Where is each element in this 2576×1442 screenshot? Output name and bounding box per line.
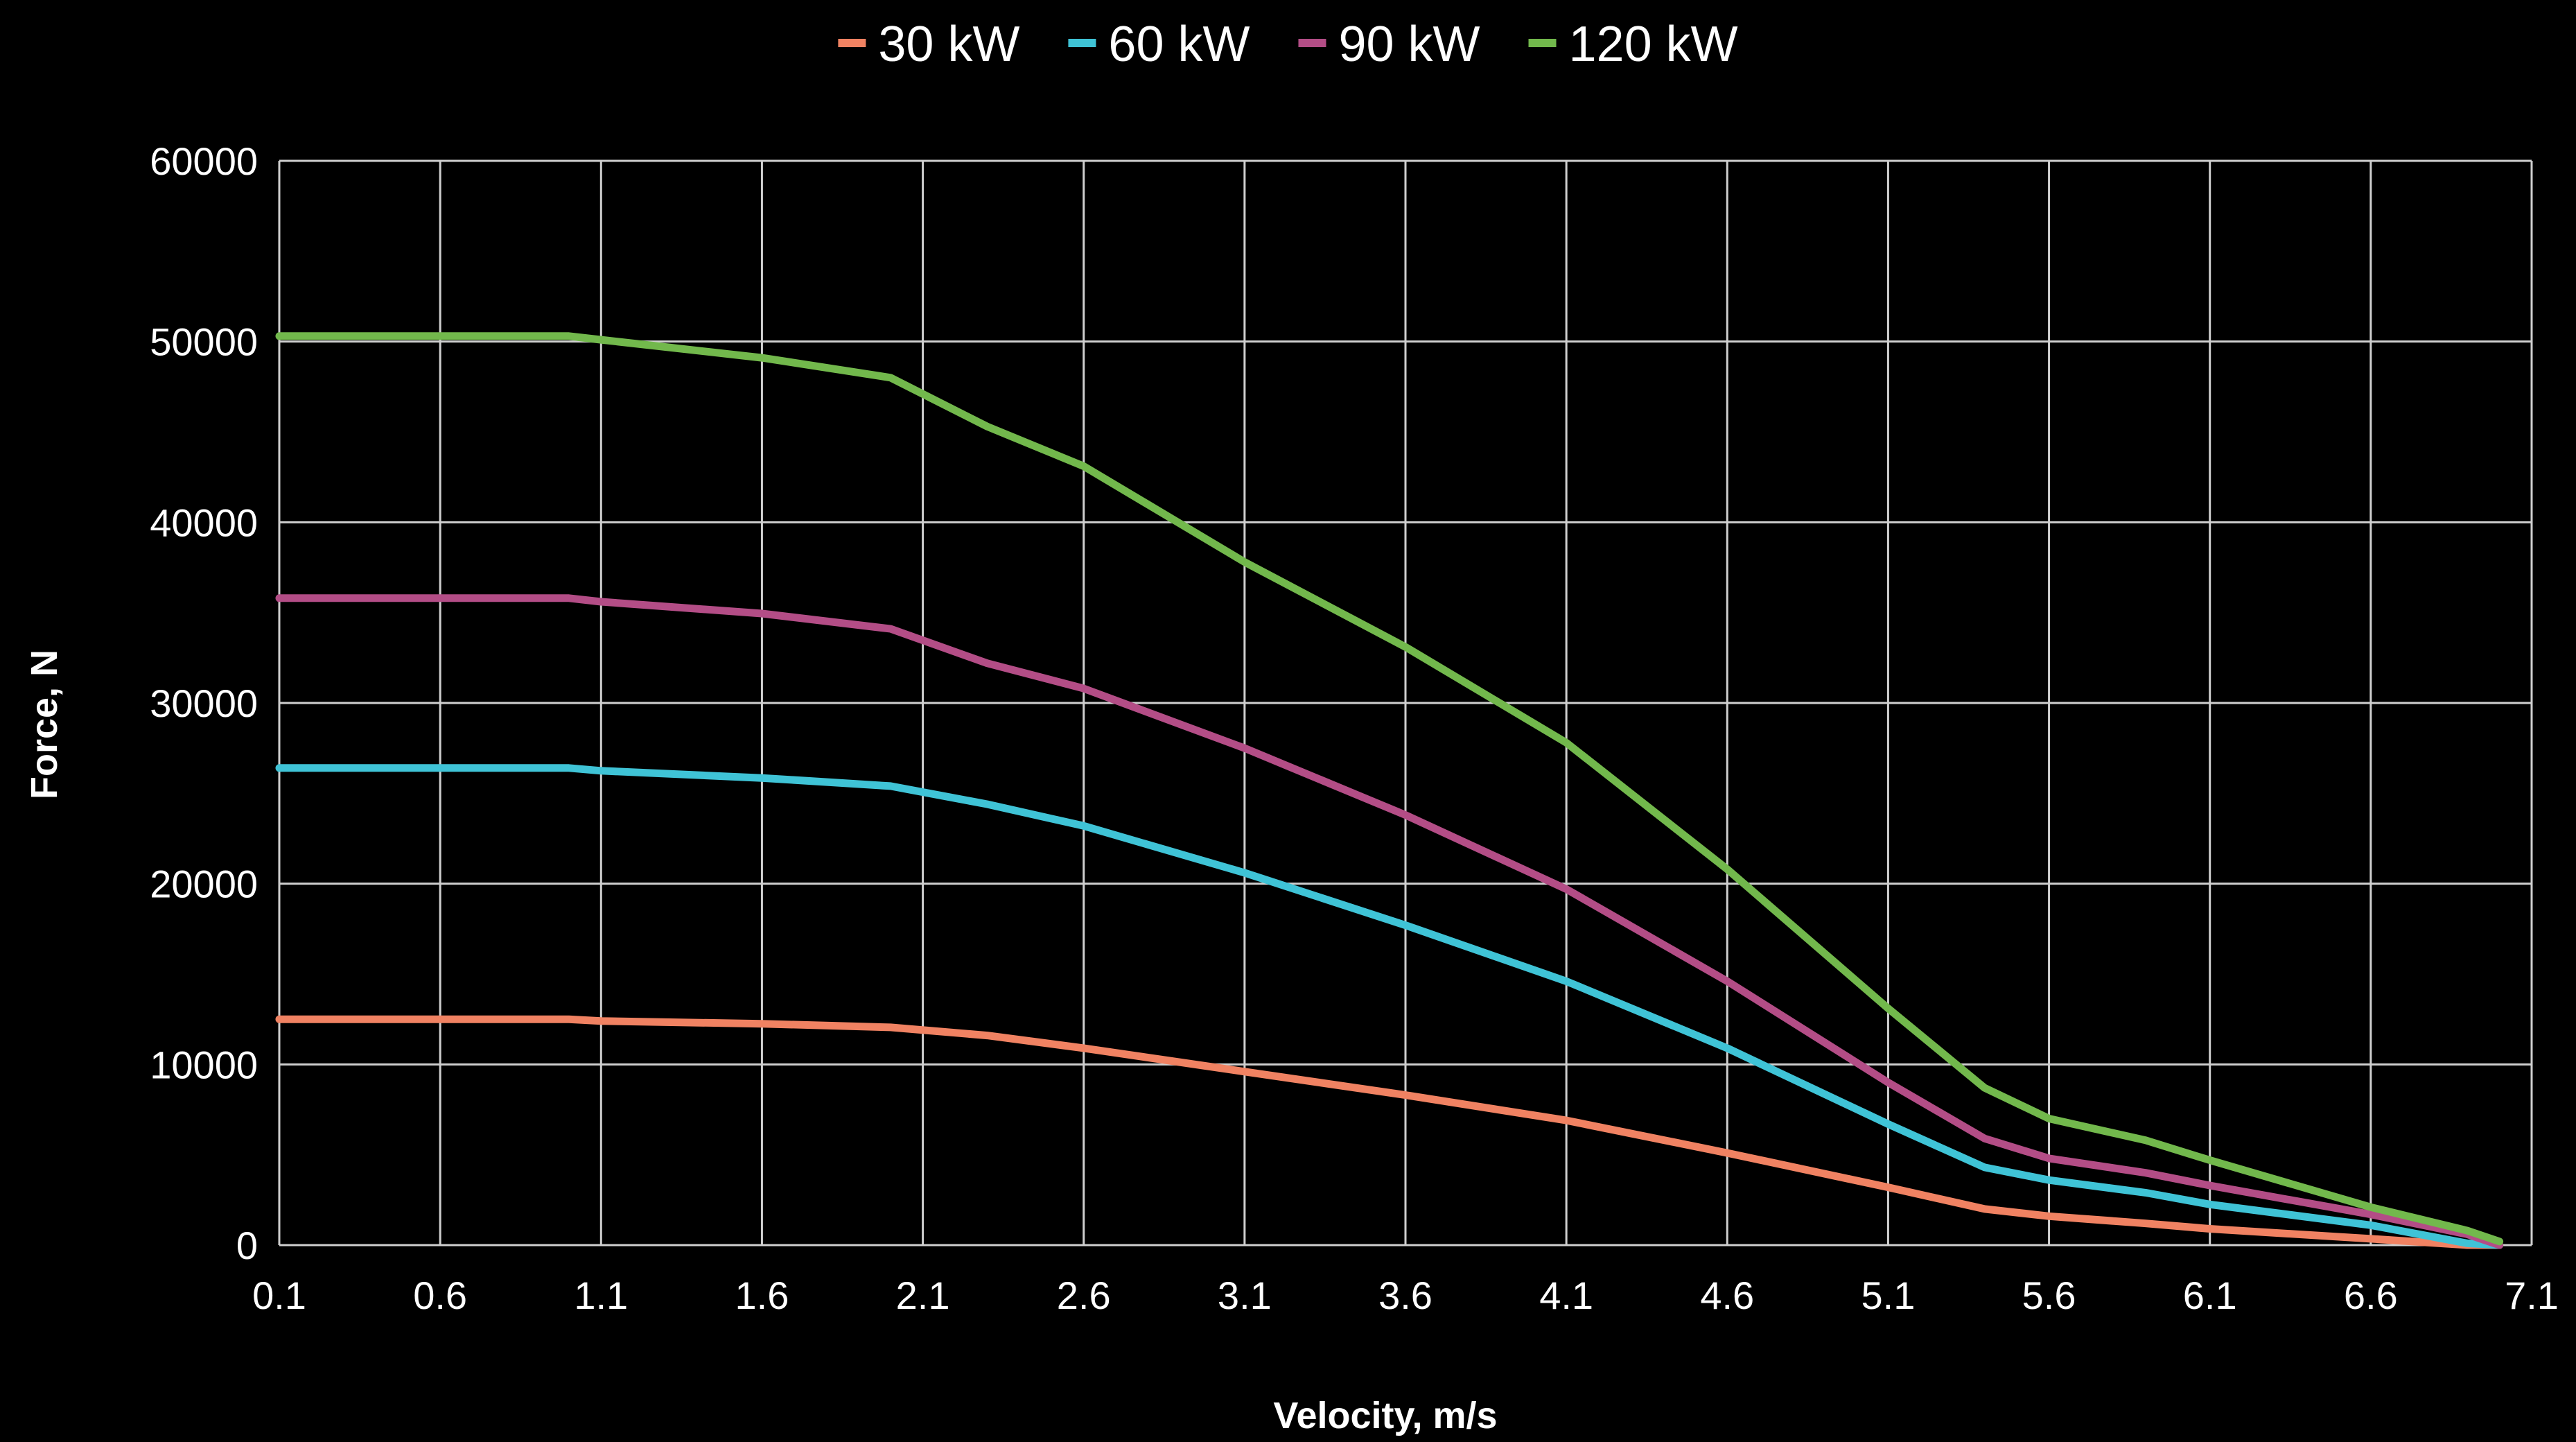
y-tick-label: 50000 bbox=[150, 320, 258, 364]
legend-swatch bbox=[1068, 39, 1096, 47]
legend-label: 60 kW bbox=[1108, 17, 1250, 72]
x-tick-label: 6.6 bbox=[2344, 1274, 2398, 1317]
x-tick-label: 2.1 bbox=[896, 1274, 950, 1317]
x-tick-label: 4.6 bbox=[1700, 1274, 1754, 1317]
series-lines bbox=[275, 332, 2504, 1249]
x-tick-label: 5.6 bbox=[2022, 1274, 2076, 1317]
legend-item: 30 kW bbox=[838, 17, 1019, 72]
y-tick-label: 10000 bbox=[150, 1043, 258, 1086]
legend-label: 30 kW bbox=[878, 17, 1019, 72]
y-tick-label: 20000 bbox=[150, 862, 258, 906]
legend-swatch bbox=[1528, 39, 1557, 47]
legend-swatch bbox=[1298, 39, 1326, 47]
x-tick-label: 4.1 bbox=[1539, 1274, 1593, 1317]
series-line-30-kw bbox=[275, 1015, 2504, 1249]
legend-swatch bbox=[838, 39, 866, 47]
series-line-60-kw bbox=[275, 764, 2504, 1249]
x-tick-label: 1.6 bbox=[735, 1274, 789, 1317]
legend-item: 120 kW bbox=[1528, 17, 1738, 72]
legend-label: 120 kW bbox=[1569, 17, 1738, 72]
legend: 30 kW 60 kW 90 kW 120 kW bbox=[838, 17, 1738, 72]
x-tick-label: 5.1 bbox=[1861, 1274, 1915, 1317]
x-axis-title: Velocity, m/s bbox=[1273, 1395, 1497, 1436]
x-tick-label: 0.1 bbox=[252, 1274, 306, 1317]
x-tick-label: 2.6 bbox=[1057, 1274, 1111, 1317]
x-tick-label: 1.1 bbox=[574, 1274, 628, 1317]
x-tick-label: 3.6 bbox=[1378, 1274, 1432, 1317]
series-line-120-kw bbox=[275, 332, 2504, 1246]
series-line-90-kw bbox=[275, 594, 2504, 1249]
y-tick-label: 0 bbox=[236, 1224, 258, 1267]
legend-item: 60 kW bbox=[1068, 17, 1250, 72]
x-tick-label: 3.1 bbox=[1218, 1274, 1272, 1317]
y-tick-label: 30000 bbox=[150, 681, 258, 725]
x-axis-tick-labels: 0.1 0.6 1.1 1.6 2.1 2.6 3.1 3.6 4.1 4.6 5.1 5.6 6.1 6… bbox=[252, 1274, 2559, 1317]
y-axis-title: Force, N bbox=[24, 650, 65, 799]
x-tick-label: 7.1 bbox=[2505, 1274, 2559, 1317]
x-tick-label: 0.6 bbox=[413, 1274, 467, 1317]
legend-label: 90 kW bbox=[1338, 17, 1480, 72]
y-tick-label: 60000 bbox=[150, 139, 258, 183]
legend-item: 90 kW bbox=[1298, 17, 1480, 72]
grid bbox=[278, 159, 2533, 1246]
y-axis-tick-labels: 0 10000 20000 30000 40000 50000 60000 bbox=[150, 139, 258, 1267]
x-tick-label: 6.1 bbox=[2183, 1274, 2237, 1317]
y-tick-label: 40000 bbox=[150, 501, 258, 544]
